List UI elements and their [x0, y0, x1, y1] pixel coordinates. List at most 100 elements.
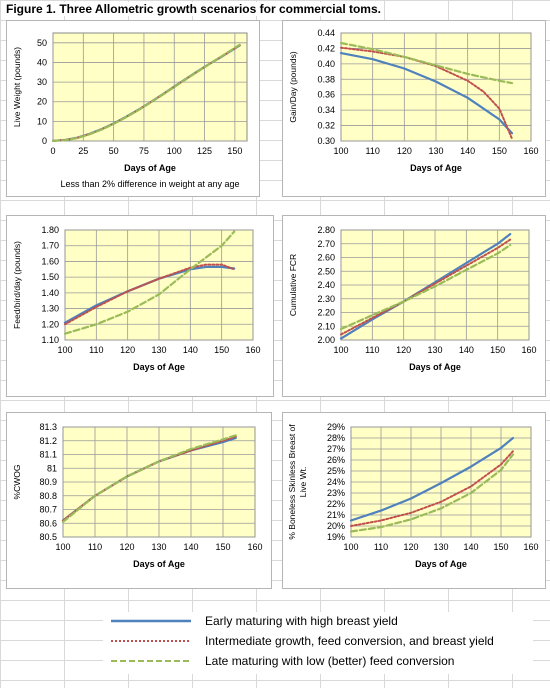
- x-tick-label: 100: [57, 345, 72, 355]
- legend-swatch-early: [111, 619, 191, 623]
- x-tick-label: 140: [463, 542, 478, 552]
- y-axis-label: Cumulative FCR: [288, 254, 298, 316]
- x-tick-label: 120: [397, 146, 412, 156]
- series-line-late: [51, 43, 241, 142]
- y-tick-label: 10: [37, 116, 47, 126]
- y-tick-label: 2.50: [317, 266, 335, 276]
- y-tick-label: 29%: [327, 422, 345, 432]
- y-tick-label: 20: [37, 97, 47, 107]
- legend-label: Early maturing with high breast yield: [205, 614, 398, 628]
- legend-label: Intermediate growth, feed conversion, an…: [205, 634, 494, 648]
- x-tick-label: 140: [460, 146, 475, 156]
- x-tick-label: 100: [55, 542, 70, 552]
- plot-area: [52, 32, 248, 142]
- series-line-late: [349, 453, 515, 533]
- x-tick-label: 120: [119, 542, 134, 552]
- x-axis-label: Days of Age: [124, 163, 176, 173]
- x-tick-label: 75: [139, 146, 149, 156]
- x-tick-label: 110: [365, 345, 379, 355]
- x-tick-label: 130: [427, 345, 442, 355]
- y-tick-label: 2.40: [317, 280, 335, 290]
- x-tick-label: 150: [214, 345, 229, 355]
- series-line-early: [349, 436, 515, 522]
- chart-svg: 19%20%21%22%23%24%25%26%27%28%29% 100 110 1…: [287, 422, 539, 569]
- x-tick-label: 100: [343, 542, 358, 552]
- x-tick-label: 50: [109, 146, 119, 156]
- chart-svg: 2.00 2.10 2.20 2.30 2.40 2.50 2.60 2.70 2.80 100 1…: [288, 225, 537, 372]
- series-line-intermediate: [340, 46, 513, 140]
- y-tick-label: 80.9: [39, 477, 57, 487]
- y-tick-label: 81: [47, 463, 57, 473]
- x-tick-label: 140: [183, 345, 198, 355]
- y-tick-label: 1.80: [41, 225, 59, 235]
- y-tick-label: 1.40: [41, 288, 59, 298]
- y-tick-label: 0.34: [317, 105, 335, 115]
- x-tick-label: 160: [521, 345, 536, 355]
- y-tick-label: 1.20: [41, 319, 59, 329]
- x-axis-label: Days of Age: [133, 559, 185, 569]
- y-tick-label: 23%: [327, 488, 345, 498]
- y-axis-label: Feed/bird/day (pounds): [12, 241, 22, 329]
- y-tick-label: 50: [37, 38, 47, 48]
- x-axis-label: Days of Age: [410, 163, 462, 173]
- y-tick-label: 2.00: [317, 335, 335, 345]
- x-tick-label: 110: [374, 542, 388, 552]
- x-tick-label: 150: [227, 146, 242, 156]
- y-tick-label: 0.38: [317, 74, 335, 84]
- y-axis-label: Live Weight (pounds): [12, 47, 22, 127]
- x-tick-label: 25: [78, 146, 88, 156]
- chart-gain-per-day: 0.30 0.32 0.34 0.36 0.38 0.40 0.42 0.44 100 110 12…: [282, 20, 546, 197]
- chart-note: Less than 2% difference in weight at any…: [61, 179, 240, 189]
- y-tick-label: 26%: [327, 455, 345, 465]
- x-tick-label: 0: [50, 146, 55, 156]
- legend-swatch-intermediate: [111, 640, 191, 642]
- chart-breast-yield: 19% 20% 21% 22% 23% 24% 25% 26% 27% 28% 29% 100 110 1…: [282, 412, 546, 589]
- chart-svg: 0 10 20 30 40 50 0 25 50 75 100 125 150 Days of Age Li…: [12, 32, 248, 189]
- series-line-intermediate: [350, 450, 514, 527]
- series-line-late: [339, 244, 512, 331]
- y-axis-label: Gain/Day (pounds): [288, 51, 298, 123]
- x-tick-label: 130: [428, 146, 443, 156]
- y-tick-label: 27%: [327, 444, 345, 454]
- x-tick-label: 100: [333, 345, 348, 355]
- y-tick-label: 1.60: [41, 256, 59, 266]
- x-tick-label: 100: [167, 146, 182, 156]
- y-tick-label: 0.40: [317, 59, 335, 69]
- x-tick-label: 120: [396, 345, 411, 355]
- series-line-intermediate: [340, 238, 512, 336]
- x-tick-label: 100: [333, 146, 348, 156]
- y-tick-label: 81.2: [39, 436, 57, 446]
- y-tick-label: 0.44: [317, 28, 335, 38]
- y-tick-label: 22%: [327, 499, 345, 509]
- y-tick-label: 1.10: [41, 335, 59, 345]
- chart-svg: 80.5 80.6 80.7 80.8 80.9 81 81.1 81.2 81.3 100 110…: [12, 422, 263, 569]
- x-tick-label: 160: [523, 146, 538, 156]
- y-tick-label: 28%: [327, 433, 345, 443]
- series-line-late: [61, 434, 237, 524]
- y-tick-label: 0.36: [317, 90, 335, 100]
- x-tick-label: 150: [492, 146, 507, 156]
- y-tick-label: 0.32: [317, 121, 335, 131]
- series-line-intermediate: [64, 263, 236, 326]
- y-tick-label: 19%: [327, 532, 345, 542]
- chart-cwog: 80.5 80.6 80.7 80.8 80.9 81 81.1 81.2 81.3 100 110…: [6, 412, 272, 589]
- y-tick-label: 1.70: [41, 241, 59, 251]
- y-tick-label: 0.42: [317, 43, 335, 53]
- x-tick-label: 130: [433, 542, 448, 552]
- x-tick-label: 130: [151, 345, 166, 355]
- x-tick-label: 110: [365, 146, 379, 156]
- y-tick-label: 21%: [327, 510, 345, 520]
- x-tick-label: 140: [459, 345, 474, 355]
- x-axis-label: Days of Age: [415, 559, 467, 569]
- legend-swatch-late: [111, 660, 191, 662]
- x-tick-label: 120: [403, 542, 418, 552]
- y-tick-label: 80.6: [39, 518, 57, 528]
- y-axis-label: % Boneless Skinless Breast ofLive Wt.: [287, 424, 308, 540]
- x-tick-label: 160: [245, 345, 260, 355]
- y-tick-label: 80.5: [39, 532, 57, 542]
- y-tick-label: 80.8: [39, 491, 57, 501]
- x-tick-label: 150: [215, 542, 230, 552]
- x-tick-label: 160: [523, 542, 538, 552]
- y-tick-label: 40: [37, 57, 47, 67]
- y-tick-label: 2.70: [317, 239, 335, 249]
